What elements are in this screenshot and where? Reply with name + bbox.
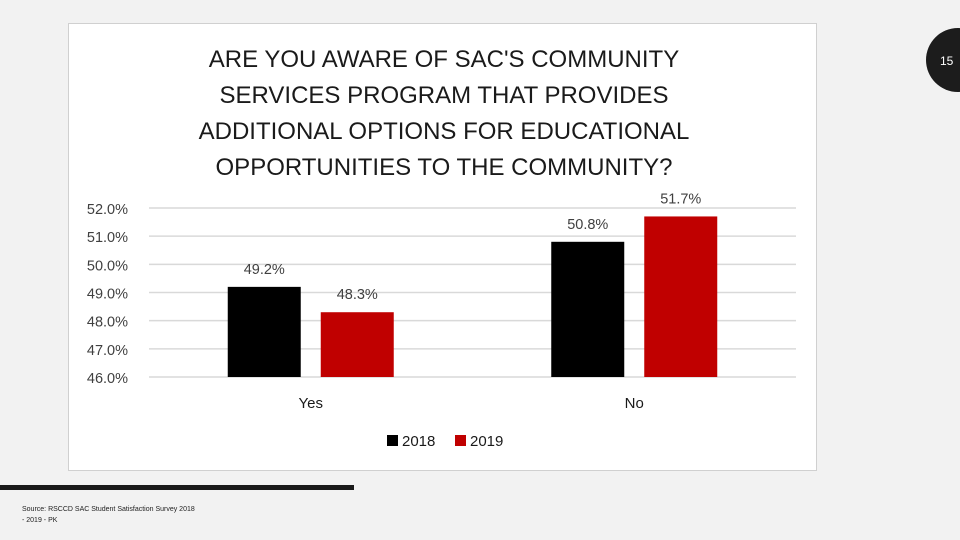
source-line-2: - 2019 - PK [22,517,58,524]
legend-label: 2019 [470,433,503,450]
y-tick-label: 50.0% [87,258,128,274]
data-label: 50.8% [567,217,608,233]
legend-swatch [455,435,466,446]
bar [227,286,301,377]
source-note: Source: RSCCD SAC Student Satisfaction S… [22,504,262,526]
y-tick-label: 48.0% [87,315,128,331]
footer-rule [0,485,354,490]
page-number: 15 [940,54,954,68]
y-tick-label: 52.0% [87,202,128,218]
source-line-1: Source: RSCCD SAC Student Satisfaction S… [22,506,195,513]
page-number-badge: 15 [926,28,960,92]
x-tick-label: No [625,395,644,412]
bar [320,312,394,377]
data-label: 49.2% [244,262,285,278]
data-label: 48.3% [337,287,378,303]
chart-frame: ARE YOU AWARE OF SAC'S COMMUNITY SERVICE… [68,23,817,471]
y-tick-label: 51.0% [87,230,128,246]
y-tick-label: 47.0% [87,343,128,359]
chart-title: ARE YOU AWARE OF SAC'S COMMUNITY SERVICE… [198,46,690,181]
legend-label: 2018 [402,433,435,450]
legend-swatch [387,435,398,446]
y-tick-label: 46.0% [87,371,128,387]
bar [644,216,718,377]
data-label: 51.7% [660,191,701,207]
bar-chart: 46.0% 47.0% 48.0% 49.0% 50.0% 51.0% 52.0% 49.2%… [87,191,796,450]
x-tick-label: Yes [299,395,323,412]
y-tick-label: 49.0% [87,287,128,303]
bar [551,241,625,377]
